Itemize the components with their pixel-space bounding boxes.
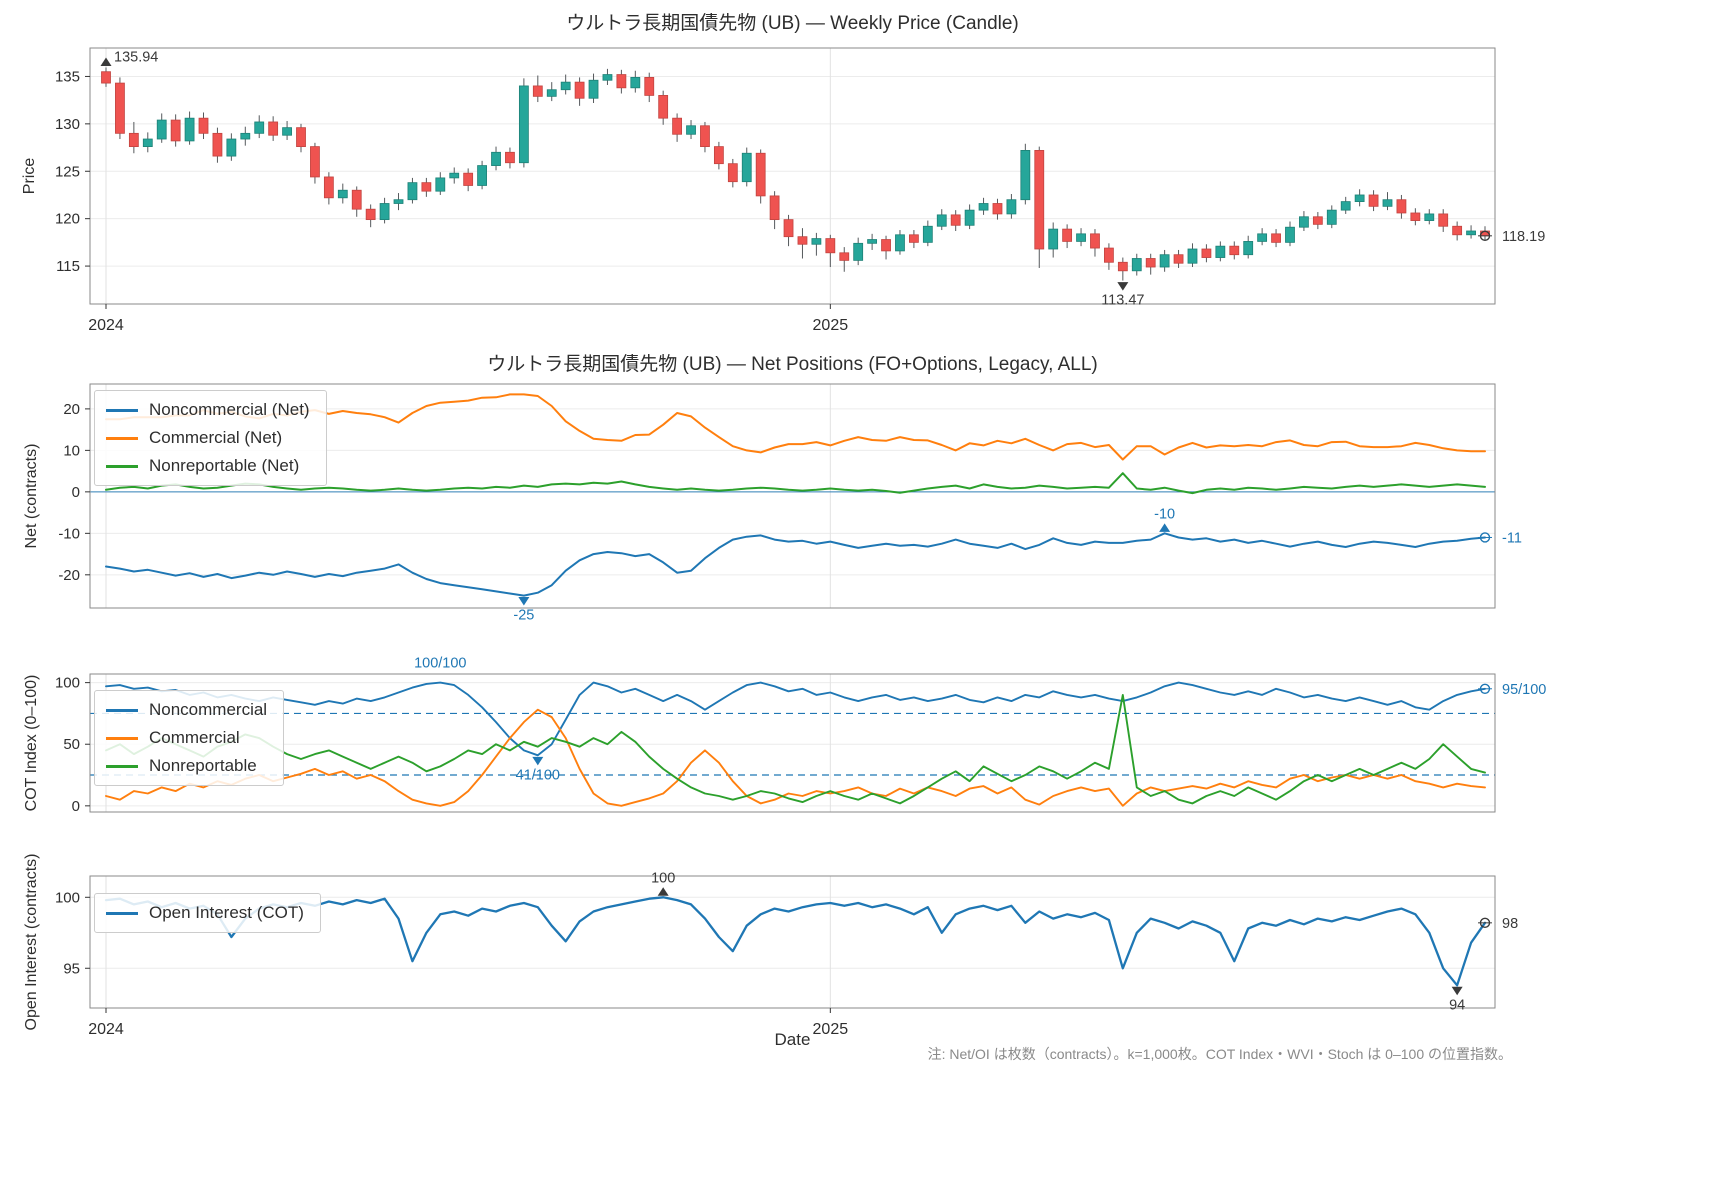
legend-line-swatch — [106, 436, 138, 440]
legend-label: Noncommercial — [149, 700, 268, 719]
y-tick-label: 135 — [55, 68, 80, 85]
annotation-95/100: 95/100 — [1478, 682, 1546, 698]
svg-text:95/100: 95/100 — [1502, 682, 1546, 698]
price-chart-title: ウルトラ長期国債先物 (UB) — Weekly Price (Candle) — [566, 13, 1019, 34]
net-panel: 20 10 0 -10 -20 -25 -10 -11 — [58, 383, 1522, 624]
x-axis-label: Date — [774, 1030, 811, 1049]
legend-label: Open Interest (COT) — [149, 903, 304, 922]
legend-item: Noncommercial (Net) — [106, 400, 310, 420]
svg-text:135.94: 135.94 — [114, 50, 158, 66]
series-line — [105, 693, 1486, 805]
oi-panel: 100 95 2024 2025 100 94 98 — [55, 870, 1518, 1038]
footer-note: 注: Net/OI は枚数（contracts）。k=1,000枚。COT In… — [927, 1046, 1512, 1062]
x-tick-label: 2024 — [88, 317, 124, 334]
cot-panel: 100 50 0 100/100 41/100 95/100 — [55, 656, 1546, 815]
svg-text:-10: -10 — [1154, 506, 1175, 522]
plot-border — [89, 673, 1496, 813]
series-line — [105, 708, 1486, 807]
price-panel: 115 120 125 130 135 2024 2025 135.94 113.47 118.1… — [55, 47, 1545, 334]
x-tick-label: 2025 — [813, 317, 849, 334]
legend-line-swatch — [106, 464, 138, 468]
plot-border — [89, 47, 1496, 305]
y-tick-label: 130 — [55, 116, 80, 133]
cot-y-axis-label: COT Index (0–100) — [23, 674, 40, 812]
annotation--10: -10 — [1154, 506, 1175, 532]
y-tick-label: 120 — [55, 211, 80, 228]
y-tick-label: -10 — [58, 525, 80, 542]
plot-border — [89, 875, 1496, 1009]
legend-line-swatch — [106, 408, 138, 412]
svg-text:118.19: 118.19 — [1502, 229, 1545, 245]
y-tick-label: 115 — [56, 258, 80, 275]
legend-item: Nonreportable — [106, 756, 267, 776]
net-legend: Noncommercial (Net) Commercial (Net) Nonre… — [94, 390, 327, 486]
series-line — [105, 681, 1486, 757]
y-tick-label: 95 — [63, 960, 80, 977]
oi-legend: Open Interest (COT) — [94, 893, 321, 933]
annotation-94: 94 — [1449, 986, 1465, 1013]
annotation-100: 100 — [651, 870, 675, 896]
cot-legend: Noncommercial Commercial Nonreportable — [94, 690, 285, 786]
svg-text:41/100: 41/100 — [516, 767, 560, 783]
y-tick-label: 10 — [63, 442, 80, 459]
legend-line-swatch — [106, 708, 138, 712]
net-y-axis-label: Net (contracts) — [23, 443, 40, 549]
y-tick-label: 50 — [63, 736, 80, 753]
price-y-axis-label: Price — [21, 157, 38, 195]
legend-item: Open Interest (COT) — [106, 903, 304, 923]
legend-label: Commercial (Net) — [149, 428, 283, 447]
svg-text:100: 100 — [651, 870, 675, 886]
series-line — [105, 472, 1486, 495]
net-chart-title: ウルトラ長期国債先物 (UB) — Net Positions (FO+Opti… — [487, 354, 1098, 375]
y-tick-label: 125 — [55, 163, 80, 180]
series-line — [105, 532, 1486, 597]
annotation-100/100: 100/100 — [414, 656, 466, 672]
price-candles — [101, 67, 1490, 281]
annotation-41/100: 41/100 — [516, 756, 560, 783]
oi-y-axis-label: Open Interest (contracts) — [23, 853, 40, 1031]
legend-item: Nonreportable (Net) — [106, 456, 310, 476]
svg-text:98: 98 — [1502, 916, 1518, 932]
svg-text:113.47: 113.47 — [1101, 293, 1144, 309]
plot-border — [89, 383, 1496, 609]
annotation-113.47: 113.47 — [1101, 282, 1144, 309]
series-line — [104, 896, 1487, 987]
x-tick-label: 2025 — [813, 1021, 849, 1038]
annotation-98: 98 — [1478, 916, 1518, 932]
annotation--11: -11 — [1478, 530, 1522, 546]
y-tick-label: 0 — [72, 798, 80, 815]
annotation--25: -25 — [513, 597, 534, 624]
legend-item: Commercial (Net) — [106, 428, 310, 448]
y-tick-label: -20 — [58, 567, 80, 584]
svg-text:100/100: 100/100 — [414, 656, 466, 672]
legend-label: Nonreportable (Net) — [149, 456, 300, 475]
y-tick-label: 0 — [72, 484, 80, 501]
legend-item: Commercial — [106, 728, 267, 748]
y-tick-label: 100 — [55, 675, 80, 692]
y-tick-label: 100 — [55, 889, 80, 906]
x-tick-label: 2024 — [88, 1021, 124, 1038]
legend-line-swatch — [106, 911, 138, 915]
svg-text:-11: -11 — [1502, 530, 1522, 546]
legend-label: Nonreportable — [149, 756, 257, 775]
legend-label: Noncommercial (Net) — [149, 400, 310, 419]
annotation-118.19: 118.19 — [1478, 229, 1545, 245]
svg-text:-25: -25 — [513, 608, 534, 624]
legend-line-swatch — [106, 736, 138, 740]
y-tick-label: 20 — [63, 401, 80, 418]
legend-label: Commercial — [149, 728, 240, 747]
legend-line-swatch — [106, 764, 138, 768]
legend-item: Noncommercial — [106, 700, 267, 720]
series-line — [105, 393, 1486, 461]
annotation-135.94: 135.94 — [100, 50, 158, 67]
svg-text:94: 94 — [1449, 997, 1465, 1013]
